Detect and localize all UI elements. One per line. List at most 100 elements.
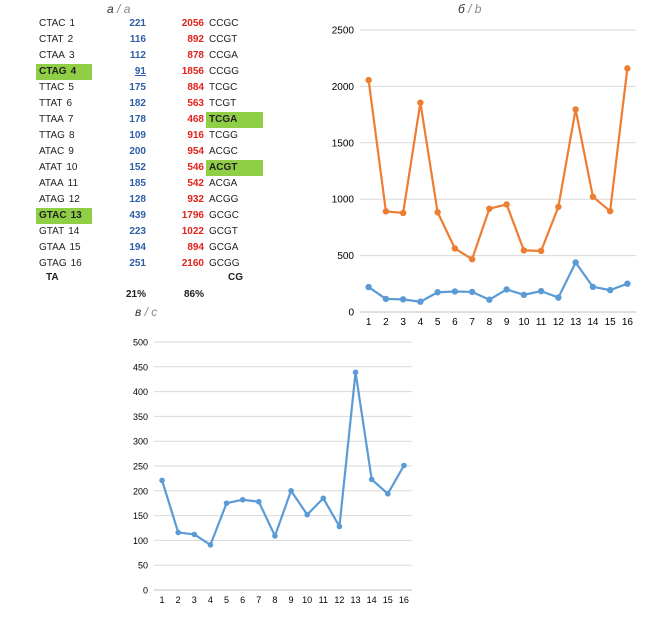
cg-motif: GCGA [209, 242, 239, 253]
caption-a: а / a [107, 2, 130, 16]
x-tick-label: 5 [435, 317, 441, 328]
y-tick-label: 450 [133, 362, 148, 372]
ta-motif: TTAG 8 [36, 128, 92, 144]
ta-count: 223 [129, 226, 146, 237]
ta-count: 152 [129, 162, 146, 173]
cg-count: 2160 [181, 258, 204, 269]
caption-a-ru: а [107, 2, 114, 16]
footer-cg-label: CG [228, 272, 243, 283]
ta-motif-seq: TTAA [39, 114, 64, 125]
table-row: GTAT 14 223 1022 GCGT [36, 224, 266, 240]
caption-c-en: c [151, 305, 158, 319]
y-tick-label: 2000 [332, 82, 355, 93]
x-tick-label: 16 [622, 317, 634, 328]
cg-count: 542 [187, 178, 204, 189]
cg-motif: ACGC [209, 146, 238, 157]
table-row: ATAG 12 128 932 ACGG [36, 192, 266, 208]
ta-motif-number: 14 [68, 226, 80, 237]
data-point [589, 283, 597, 291]
data-point [468, 288, 476, 296]
ta-count: 221 [129, 18, 146, 29]
cg-count: 563 [187, 98, 204, 109]
ta-motif-seq: CTAG [39, 66, 67, 77]
caption-a-en: a [123, 2, 131, 16]
cg-motif: ACGT [206, 160, 263, 176]
ta-motif-number: 3 [68, 50, 75, 61]
ta-motif-seq: TTAC [39, 82, 65, 93]
table-row: GTAA 15 194 894 GCGA [36, 240, 266, 256]
cg-motif: ACGG [209, 194, 239, 205]
data-point [399, 209, 407, 217]
ta-count: 185 [129, 178, 146, 189]
y-tick-label: 1000 [332, 195, 355, 206]
cg-count: 1022 [181, 226, 204, 237]
x-tick-label: 8 [272, 595, 277, 605]
cg-count: 884 [187, 82, 204, 93]
table-row: GTAG 16 251 2160 GCGG [36, 256, 266, 272]
ta-count: 116 [129, 34, 146, 45]
data-point [624, 65, 631, 72]
x-tick-label: 1 [160, 595, 165, 605]
ta-count: 175 [129, 82, 146, 93]
ta-motif-number: 13 [70, 210, 82, 221]
data-point [468, 256, 476, 263]
ta-count: 112 [129, 50, 146, 61]
data-point [486, 205, 493, 212]
series-line-1 [368, 261, 628, 303]
ta-motif-number: 15 [69, 242, 81, 253]
cg-motif: TCGC [209, 82, 238, 93]
ta-count: 200 [129, 146, 146, 157]
ta-motif: GTAT 14 [36, 224, 92, 240]
ta-motif-seq: ATAA [39, 178, 64, 189]
ta-motif-seq: ATAC [39, 146, 65, 157]
ta-motif: CTAC 1 [36, 16, 92, 32]
y-tick-label: 300 [133, 437, 148, 447]
ta-count: 194 [129, 242, 146, 253]
x-tick-label: 9 [504, 317, 510, 328]
cg-motif: GCGT [209, 226, 238, 237]
caption-c-sep: / [144, 305, 148, 319]
x-tick-label: 16 [399, 595, 409, 605]
x-tick-label: 14 [367, 595, 377, 605]
ta-motif-seq: CTAA [39, 50, 65, 61]
cg-motif: GCGC [209, 210, 239, 221]
cg-count: 916 [187, 130, 204, 141]
x-tick-label: 13 [570, 317, 582, 328]
cg-motif: GCGG [209, 258, 240, 269]
caption-b-sep: / [468, 2, 472, 16]
cg-count: 932 [187, 194, 204, 205]
table-row: TTAC 5 175 884 TCGC [36, 80, 266, 96]
table-row: TTAA 7 178 468 TCGA [36, 112, 266, 128]
cg-count: 892 [187, 34, 204, 45]
data-point [486, 296, 493, 303]
data-point [520, 291, 528, 299]
data-point [624, 280, 631, 287]
ta-motif: ATAG 12 [36, 192, 92, 208]
ta-motif: ATAC 9 [36, 144, 92, 160]
ta-motif-number: 8 [68, 130, 75, 141]
caption-a-sep: / [117, 2, 121, 16]
x-tick-label: 10 [518, 317, 530, 328]
ta-motif: GTAG 16 [36, 256, 92, 272]
x-tick-label: 11 [319, 595, 328, 605]
data-point [451, 288, 459, 295]
cg-count: 878 [187, 50, 204, 61]
x-tick-label: 6 [452, 317, 458, 328]
data-point [352, 369, 359, 376]
data-point [555, 294, 562, 301]
x-tick-label: 15 [383, 595, 393, 605]
table-row: CTAA 3 112 878 CCGA [36, 48, 266, 64]
ta-motif: TTAA 7 [36, 112, 92, 128]
ta-motif-number: 7 [67, 114, 74, 125]
ta-motif: CTAG 4 [36, 64, 92, 80]
ta-motif-number: 5 [68, 82, 74, 93]
ta-motif-seq: ATAT [39, 162, 63, 173]
ta-motif-number: 9 [68, 146, 74, 157]
data-point [451, 245, 459, 252]
data-point [417, 99, 424, 106]
cg-motif: CCGA [209, 50, 238, 61]
table-row: TTAG 8 109 916 TCGG [36, 128, 266, 144]
data-point [434, 209, 441, 216]
data-point [537, 287, 545, 295]
